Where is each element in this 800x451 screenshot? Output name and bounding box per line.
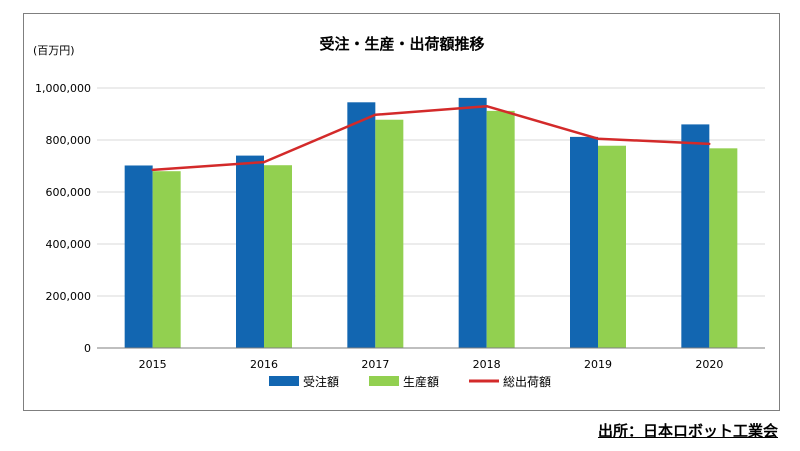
point-総出荷額-2020 [708, 142, 711, 146]
y-tick-label: 600,000 [46, 186, 92, 199]
x-tick-label: 2015 [139, 358, 167, 371]
bars [124, 97, 738, 349]
point-総出荷額-2016 [262, 160, 266, 164]
bar-生産額-2018 [486, 110, 515, 348]
x-axis-ticks: 2015 2016 2017 2018 2019 2020 [139, 358, 724, 371]
x-tick-label: 2017 [361, 358, 389, 371]
chart: 受注・生産・出荷額推移 (百万円) 0 200,000 400,000 600,000… [33, 35, 765, 389]
legend-swatch-生産額 [369, 376, 399, 386]
point-総出荷額-2015 [151, 168, 154, 172]
bar-受注額-2019 [570, 136, 598, 348]
bar-受注額-2017 [347, 102, 376, 348]
y-tick-label: 800,000 [46, 134, 92, 147]
unit-label: (百万円) [33, 44, 75, 57]
legend: 受注額 生産額 総出荷額 [269, 374, 551, 389]
source-note: 出所：日本ロボット工業会 [597, 422, 778, 440]
y-tick-label: 200,000 [46, 290, 92, 303]
gridlines [97, 87, 765, 297]
line-総出荷額 [152, 104, 710, 172]
bar-生産額-2019 [598, 145, 626, 348]
legend-swatch-受注額 [269, 376, 299, 386]
y-tick-label: 0 [84, 342, 91, 355]
bar-受注額-2015 [124, 165, 153, 348]
x-tick-label: 2019 [584, 358, 612, 371]
point-総出荷額-2019 [596, 137, 600, 140]
bar-生産額-2020 [709, 148, 738, 348]
line-series [151, 104, 711, 172]
point-総出荷額-2018 [485, 105, 488, 108]
legend-label-総出荷額: 総出荷額 [503, 375, 551, 389]
x-tick-label: 2016 [250, 358, 278, 371]
y-tick-label: 400,000 [46, 238, 92, 251]
bar-生産額-2015 [152, 171, 181, 348]
x-tick-label: 2018 [473, 358, 501, 371]
chart-frame: 受注・生産・出荷額推移 (百万円) 0 200,000 400,000 600,000… [23, 13, 780, 411]
point-総出荷額-2017 [374, 113, 377, 116]
bar-受注額-2020 [681, 124, 710, 349]
legend-label-受注額: 受注額 [303, 374, 339, 389]
bar-受注額-2016 [236, 155, 264, 348]
bar-生産額-2016 [264, 165, 292, 348]
y-tick-label: 1,000,000 [35, 82, 91, 95]
legend-label-生産額: 生産額 [403, 374, 439, 389]
x-tick-label: 2020 [695, 358, 723, 371]
y-axis-ticks: 0 200,000 400,000 600,000 800,000 1,000,000 [35, 82, 91, 355]
chart-title: 受注・生産・出荷額推移 [319, 35, 484, 53]
bar-受注額-2018 [458, 97, 487, 348]
bar-生産額-2017 [375, 119, 404, 348]
